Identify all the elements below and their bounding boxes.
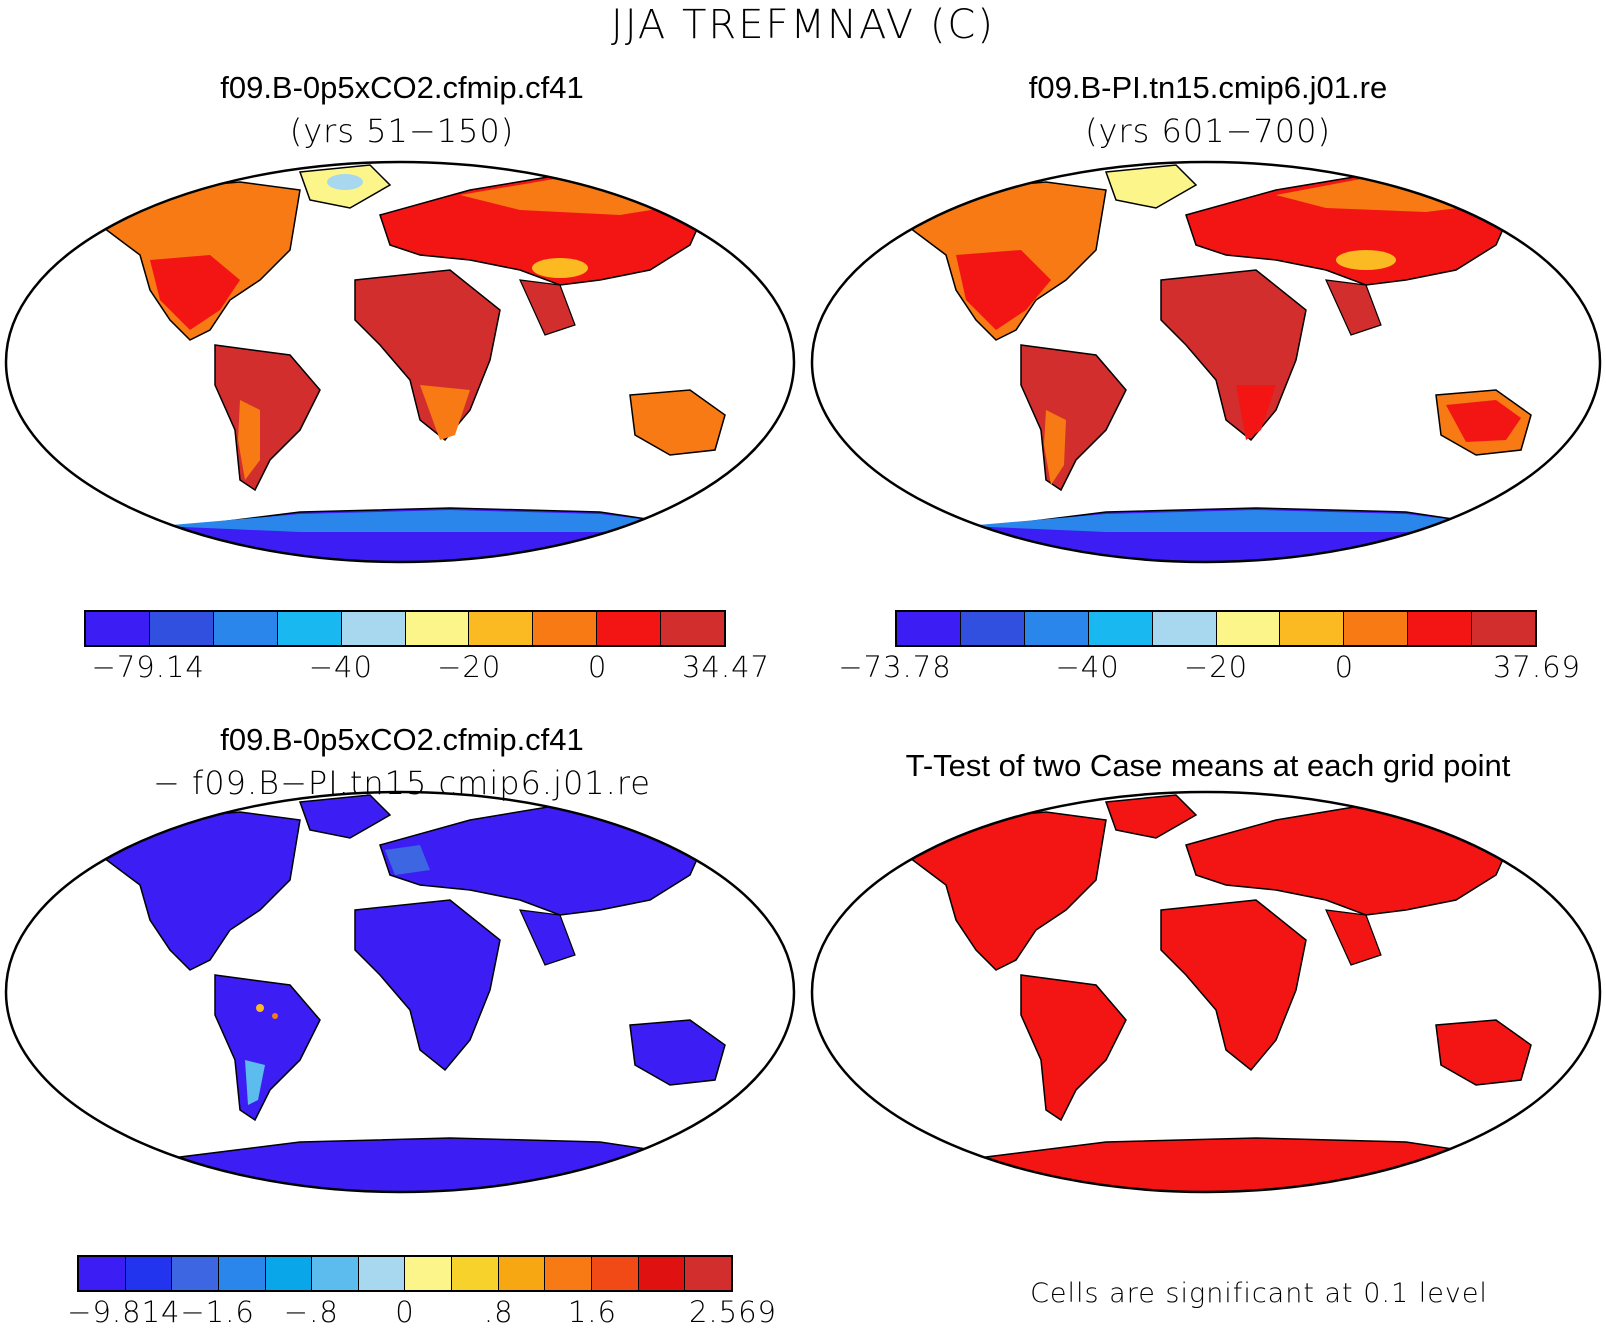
map-difference [4,790,796,1194]
colorbar-swatch [149,612,214,645]
colorbar-tick-label: 1.6 [567,1295,617,1329]
colorbar-swatch [1024,612,1089,645]
panel-1-title: f09.B-0p5xCO2.cfmip.cf41 [220,70,584,105]
colorbar-swatch [265,1257,313,1290]
colorbar-tick-label: −20 [437,650,502,684]
colorbar-tick-label: 37.69 [1492,650,1582,684]
colorbar-swatch [533,612,598,645]
colorbar-swatch [1216,612,1281,645]
colorbar-tick-label: −1.6 [180,1295,255,1329]
colorbar-swatch [1088,612,1153,645]
colorbar-swatch [312,1257,359,1290]
colorbar-swatch [661,612,725,645]
figure-title: JJA TREFMNAV (C) [611,2,995,48]
landmass-south-america [1020,344,1127,492]
landmass-australia [629,1019,726,1086]
colorbar-swatch [341,612,406,645]
colorbar-swatch [685,1257,731,1290]
landmass-south-america [1020,974,1127,1122]
colorbar-swatch [1408,612,1473,645]
landmass-south-america [214,974,321,1122]
colorbar-tick-label: −20 [1183,650,1249,684]
colorbar-swatch [592,1257,639,1290]
landmass-australia [629,389,726,456]
colorbar-swatch [498,1257,546,1290]
colorbar-swatch [545,1257,593,1290]
colorbar-tick-label: 0 [587,650,608,684]
panel-4-title: T-Test of two Case means at each grid po… [905,748,1511,783]
colorbar-tick-label: 0 [1334,650,1355,684]
landmass-greenland [298,794,392,839]
colorbar-tick-label: −40 [308,650,373,684]
colorbar-tick-label: −9.814 [67,1295,181,1329]
colorbar-difference [77,1255,733,1292]
colorbar-swatch [897,612,961,645]
map-case2 [810,160,1602,564]
landmass-africa [1160,899,1307,1072]
colorbar-swatch [213,612,278,645]
panel-3-subtitle: − f09.B−PI.tn15.cmip6.j01.re [153,764,651,802]
landmass-africa [354,269,501,442]
colorbar-tick-label: −73.78 [838,650,952,684]
colorbar-swatch [597,612,662,645]
landmass-north-america [904,811,1107,971]
panel-2-subtitle: (yrs 601−700) [1085,112,1331,150]
colorbar-tick-label: −40 [1055,650,1120,684]
colorbar-swatch [405,1257,453,1290]
colorbar-tick-label: 34.47 [681,650,771,684]
significance-note: Cells are significant at 0.1 level [1030,1278,1488,1309]
colorbar-swatch [79,1257,126,1290]
panel-3-title: f09.B-0p5xCO2.cfmip.cf41 [220,722,584,757]
landmass-eurasia [379,804,712,916]
colorbar-swatch [1344,612,1409,645]
colorbar-tick-label: 2.569 [688,1295,778,1329]
colorbar-swatch [86,612,150,645]
colorbar-tick-label: .8 [483,1295,514,1329]
colorbar-swatch [1472,612,1536,645]
landmass-australia [1435,1019,1532,1086]
colorbar-tick-label: −79.14 [91,650,205,684]
landmass-africa [354,899,501,1072]
landmass-north-america [98,811,301,971]
landmass-greenland [1104,164,1198,209]
colorbar-swatch [1280,612,1345,645]
map-ttest [810,790,1602,1194]
panel-1-subtitle: (yrs 51−150) [289,112,515,150]
landmass-africa [1160,269,1307,442]
colorbar-swatch [960,612,1025,645]
colorbar-case1 [84,610,726,647]
colorbar-swatch [469,612,534,645]
colorbar-swatch [125,1257,173,1290]
colorbar-case2 [895,610,1537,647]
colorbar-swatch [452,1257,499,1290]
colorbar-tick-label: 0 [395,1295,415,1329]
map-case1 [4,160,796,564]
panel-2-title: f09.B-PI.tn15.cmip6.j01.re [1028,70,1388,105]
colorbar-swatch [1152,612,1217,645]
colorbar-swatch [218,1257,266,1290]
colorbar-tick-label: −.8 [283,1295,339,1329]
colorbar-swatch [358,1257,406,1290]
colorbar-swatch [405,612,470,645]
colorbar-swatch [638,1257,686,1290]
colorbar-swatch [172,1257,219,1290]
landmass-eurasia [1185,804,1518,916]
colorbar-swatch [277,612,342,645]
landmass-south-america [214,344,321,492]
landmass-greenland [1104,794,1198,839]
